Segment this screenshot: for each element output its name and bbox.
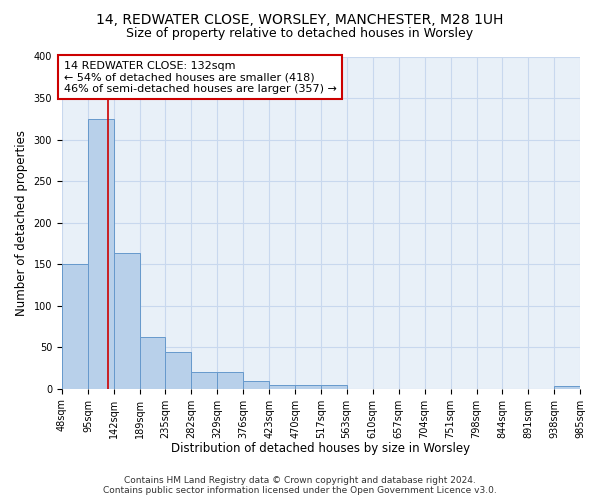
Text: Contains HM Land Registry data © Crown copyright and database right 2024.
Contai: Contains HM Land Registry data © Crown c… [103,476,497,495]
Text: 14, REDWATER CLOSE, WORSLEY, MANCHESTER, M28 1UH: 14, REDWATER CLOSE, WORSLEY, MANCHESTER,… [97,12,503,26]
Bar [166,352,191,389]
Bar [295,386,321,388]
Bar [88,119,114,388]
Bar [140,337,166,388]
Bar [243,382,269,388]
Bar [114,254,140,388]
X-axis label: Distribution of detached houses by size in Worsley: Distribution of detached houses by size … [172,442,470,455]
Text: 14 REDWATER CLOSE: 132sqm
← 54% of detached houses are smaller (418)
46% of semi: 14 REDWATER CLOSE: 132sqm ← 54% of detac… [64,60,337,94]
Y-axis label: Number of detached properties: Number of detached properties [15,130,28,316]
Bar [554,386,580,388]
Bar [62,264,88,388]
Text: Size of property relative to detached houses in Worsley: Size of property relative to detached ho… [127,28,473,40]
Bar [321,386,347,388]
Bar [191,372,217,388]
Bar [217,372,243,388]
Bar [269,386,295,388]
